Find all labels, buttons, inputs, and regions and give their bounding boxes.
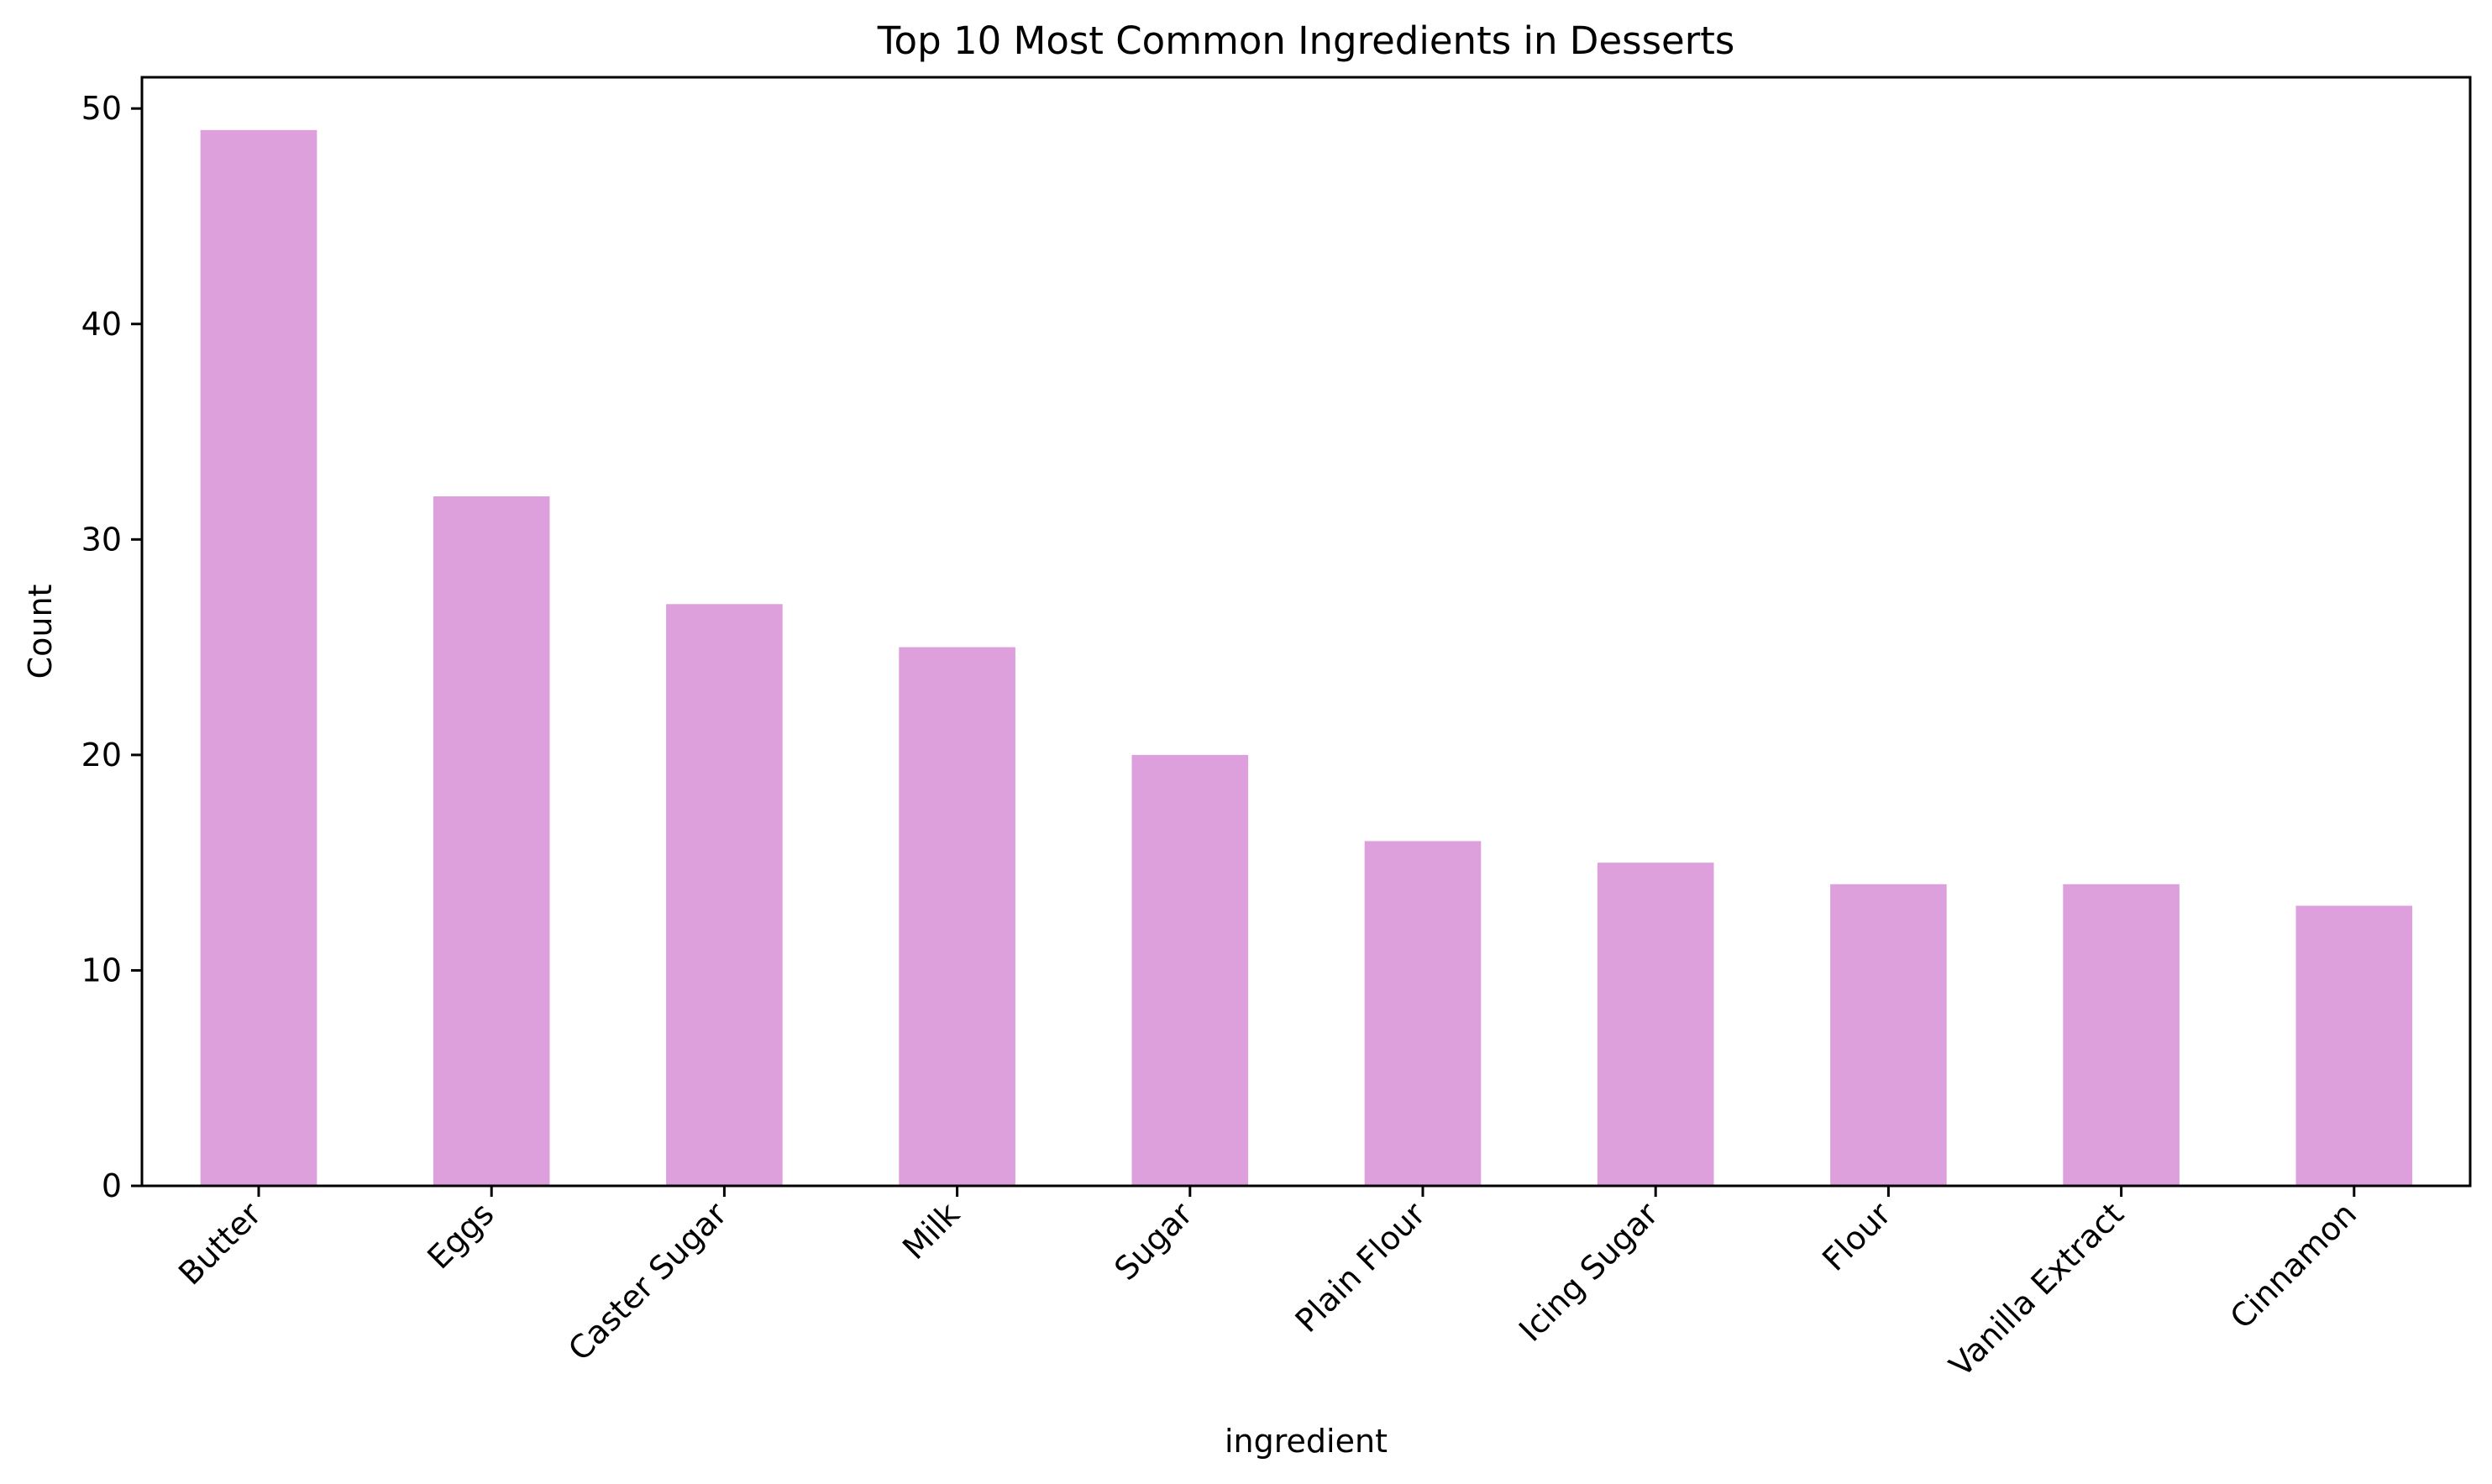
bar-flour bbox=[1830, 884, 1947, 1186]
bar-caster-sugar bbox=[666, 604, 783, 1186]
bar-icing-sugar bbox=[1597, 863, 1714, 1186]
y-axis-ticks: 0 10 20 30 40 50 bbox=[81, 90, 142, 1204]
bar-butter bbox=[200, 129, 317, 1186]
y-axis-label: Count bbox=[22, 585, 59, 679]
x-axis-label: ingredient bbox=[1225, 1423, 1388, 1460]
bar-plain-flour bbox=[1364, 841, 1482, 1186]
y-tick-label: 30 bbox=[81, 521, 122, 558]
y-tick-label: 40 bbox=[81, 306, 122, 343]
y-tick-label: 20 bbox=[81, 737, 122, 773]
bar-cinnamon bbox=[2295, 905, 2413, 1186]
bar-vanilla-extract bbox=[2063, 884, 2180, 1186]
bars-layer bbox=[200, 129, 2413, 1186]
chart-title: Top 10 Most Common Ingredients in Desser… bbox=[877, 18, 1735, 63]
plot-frame bbox=[140, 76, 2472, 1188]
y-tick-label: 10 bbox=[81, 952, 122, 988]
y-tick-label: 50 bbox=[81, 90, 122, 127]
bar-sugar bbox=[1131, 754, 1249, 1186]
bar-milk bbox=[899, 647, 1015, 1186]
y-tick-label: 0 bbox=[102, 1167, 122, 1204]
bar-eggs bbox=[433, 496, 550, 1186]
